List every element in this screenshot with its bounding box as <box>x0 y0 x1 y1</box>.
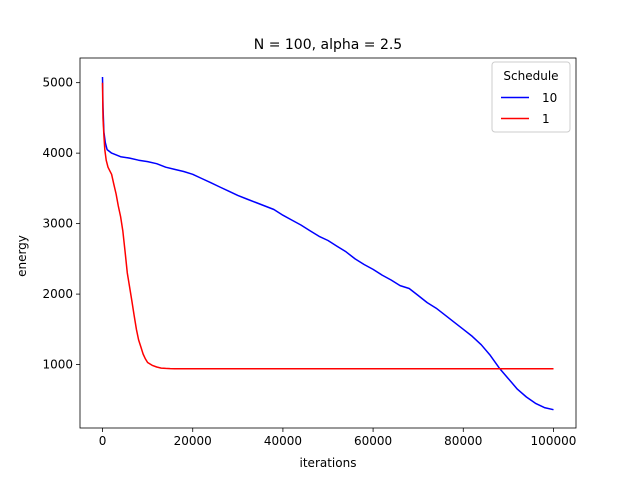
y-tick-label: 1000 <box>42 358 73 372</box>
x-axis-label: iterations <box>300 456 357 470</box>
axes-frame <box>79 57 577 429</box>
x-tick-label: 80000 <box>444 434 482 448</box>
x-tick-label: 0 <box>99 434 107 448</box>
legend-title: Schedule <box>503 69 558 83</box>
y-tick-label: 3000 <box>42 217 73 231</box>
x-tick-label: 100000 <box>531 434 577 448</box>
y-tick-label: 4000 <box>42 146 73 160</box>
chart-title: N = 100, alpha = 2.5 <box>254 37 402 53</box>
x-tick-label: 40000 <box>264 434 302 448</box>
x-tick-label: 60000 <box>354 434 392 448</box>
y-tick-label: 2000 <box>42 287 73 301</box>
legend-box <box>491 61 571 133</box>
y-axis-label: energy <box>15 235 29 277</box>
legend-label-1: 1 <box>542 112 550 126</box>
legend: Schedule 10 1 <box>491 61 571 133</box>
series-line-1 <box>101 82 554 370</box>
y-tick-label: 5000 <box>42 76 73 90</box>
plot-area: 0 20000 40000 60000 80000 100000 1000 2000 3000 4… <box>42 57 577 448</box>
x-tick-label: 20000 <box>174 434 212 448</box>
legend-label-10: 10 <box>542 91 557 105</box>
series-line-10 <box>101 76 554 411</box>
